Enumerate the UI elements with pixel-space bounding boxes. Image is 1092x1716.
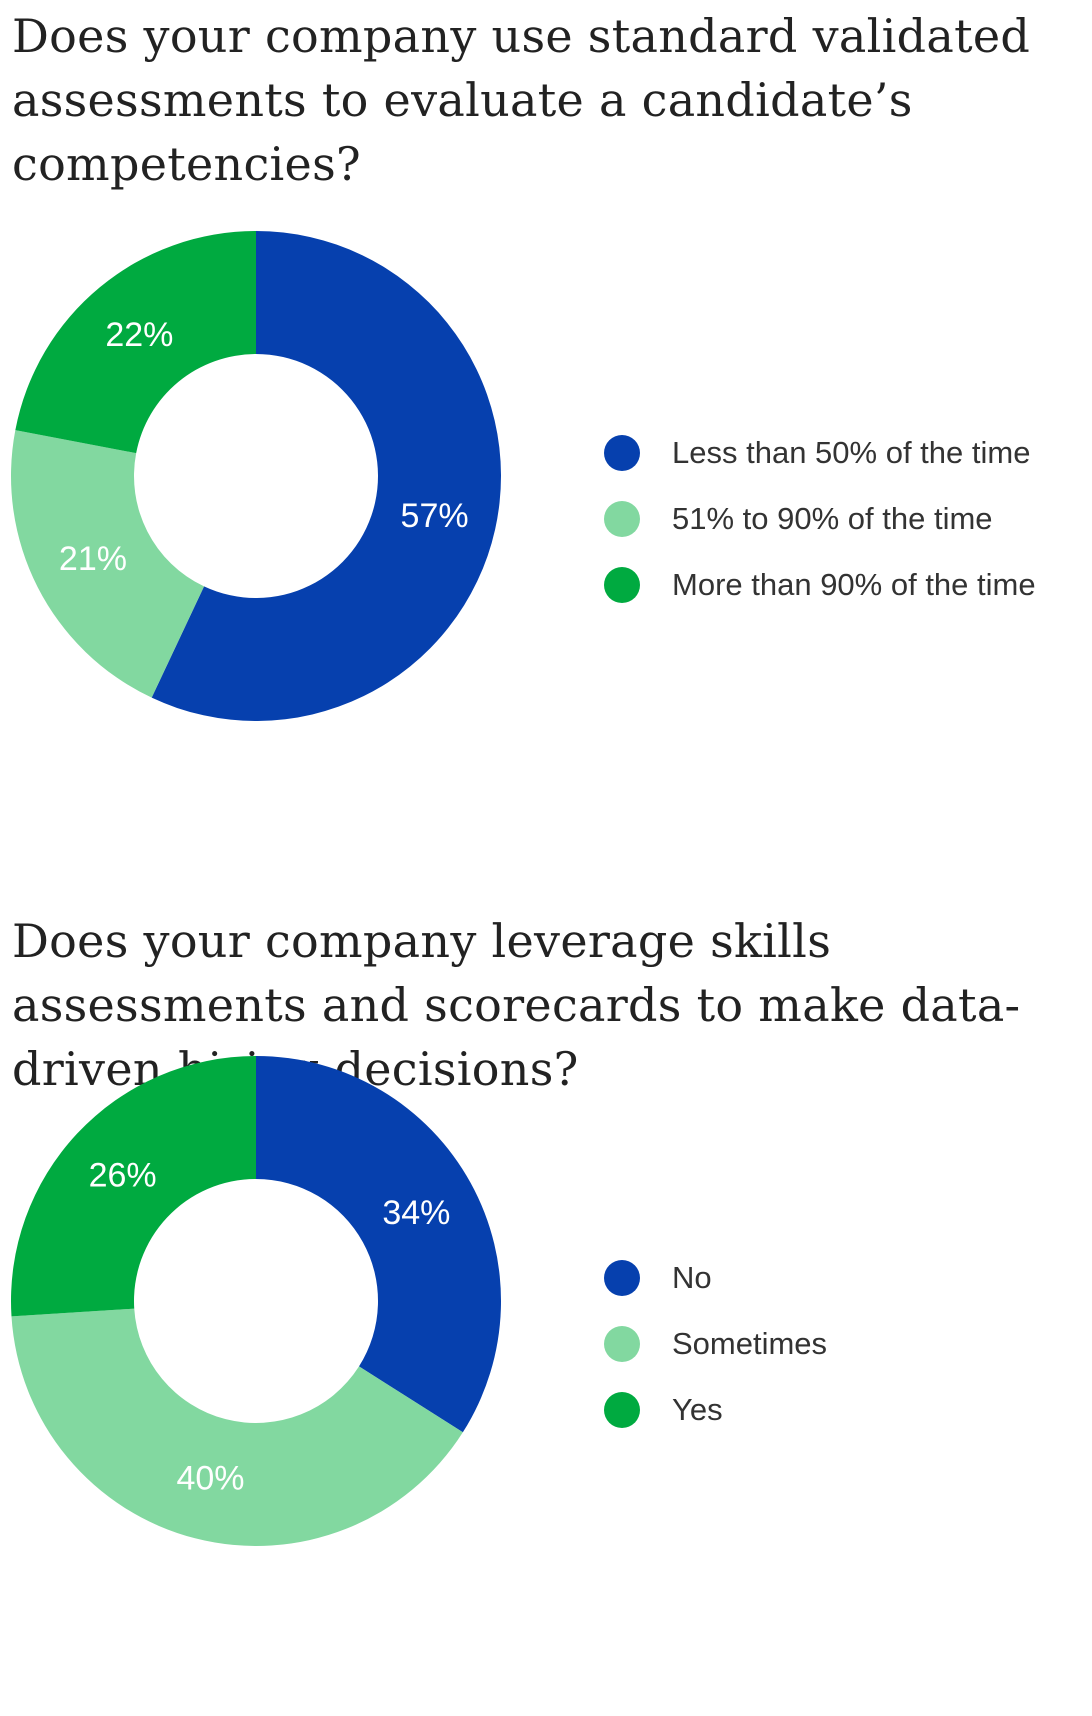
legend-swatch-icon bbox=[604, 501, 640, 537]
chart-title: Does your company leverage skills assess… bbox=[12, 914, 1021, 1096]
slice-sometimes bbox=[11, 1308, 463, 1546]
slice-more-than-90-of-the-time bbox=[15, 231, 256, 454]
slice-less-than-50-of-the-time bbox=[151, 231, 501, 721]
legend-item: 51% to 90% of the time bbox=[604, 486, 1084, 552]
donut-chart-scorecards: Does your company leverage skills assess… bbox=[0, 905, 1092, 1716]
legend-item: No bbox=[604, 1245, 1084, 1311]
slice-yes bbox=[10, 1056, 256, 1317]
donut-plot: 34% 40% 26% bbox=[10, 1056, 501, 1546]
legend-swatch-icon bbox=[604, 1260, 640, 1296]
legend-label: Less than 50% of the time bbox=[672, 435, 1031, 470]
legend-item: Sometimes bbox=[604, 1311, 1084, 1377]
legend-label: 51% to 90% of the time bbox=[672, 501, 993, 536]
chart-title: Does your company use standard validated… bbox=[12, 9, 1031, 191]
slice-no bbox=[256, 1056, 501, 1433]
slice-value-label: 40% bbox=[176, 1459, 244, 1497]
legend-item: Less than 50% of the time bbox=[604, 420, 1084, 486]
legend-label: No bbox=[672, 1260, 712, 1295]
slice-value-label: 26% bbox=[89, 1157, 157, 1195]
donut-plot: 57% 21% 22% bbox=[11, 231, 501, 721]
legend-label: Sometimes bbox=[672, 1326, 828, 1361]
legend-swatch-icon bbox=[604, 435, 640, 471]
donut-chart-assessments: Does your company use standard validated… bbox=[0, 0, 1092, 830]
legend-label: Yes bbox=[672, 1392, 723, 1427]
legend-swatch-icon bbox=[604, 1392, 640, 1428]
slice-value-label: 21% bbox=[59, 540, 127, 578]
legend-label: More than 90% of the time bbox=[672, 567, 1036, 602]
chart-legend: No Sometimes Yes bbox=[604, 1245, 1084, 1443]
legend-item: More than 90% of the time bbox=[604, 552, 1084, 618]
legend-swatch-icon bbox=[604, 567, 640, 603]
slice-value-label: 57% bbox=[401, 497, 469, 535]
slice-51-to-90-of-the-time bbox=[11, 430, 205, 698]
slice-value-label: 22% bbox=[105, 316, 173, 354]
chart-legend: Less than 50% of the time 51% to 90% of t… bbox=[604, 420, 1084, 618]
slice-value-label: 34% bbox=[382, 1194, 450, 1232]
legend-item: Yes bbox=[604, 1377, 1084, 1443]
legend-swatch-icon bbox=[604, 1326, 640, 1362]
